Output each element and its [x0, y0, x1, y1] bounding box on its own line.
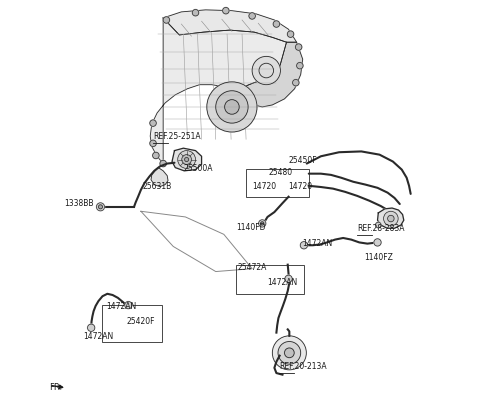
- Circle shape: [273, 22, 280, 28]
- Circle shape: [125, 302, 132, 309]
- Circle shape: [150, 121, 156, 127]
- Polygon shape: [151, 168, 168, 187]
- Circle shape: [388, 216, 394, 222]
- Text: 14720: 14720: [252, 182, 276, 190]
- Circle shape: [163, 18, 169, 24]
- Circle shape: [293, 80, 299, 87]
- Text: 25450F: 25450F: [288, 155, 317, 164]
- Bar: [246, 170, 309, 197]
- Text: 1338BB: 1338BB: [64, 199, 94, 208]
- Circle shape: [207, 83, 257, 133]
- Circle shape: [87, 324, 95, 332]
- Text: 1472AN: 1472AN: [267, 277, 297, 286]
- Text: 1140FZ: 1140FZ: [365, 252, 394, 261]
- Circle shape: [375, 222, 381, 228]
- Text: 25420F: 25420F: [127, 316, 155, 325]
- Circle shape: [216, 92, 248, 124]
- Circle shape: [252, 57, 280, 85]
- Circle shape: [261, 222, 264, 225]
- Circle shape: [153, 153, 159, 160]
- Circle shape: [288, 32, 294, 38]
- Polygon shape: [377, 209, 404, 229]
- Circle shape: [384, 212, 398, 226]
- Circle shape: [223, 9, 229, 15]
- Text: 1472AN: 1472AN: [83, 331, 113, 340]
- Text: REF.25-251A: REF.25-251A: [153, 132, 201, 141]
- Circle shape: [300, 242, 308, 249]
- Circle shape: [272, 336, 306, 370]
- Circle shape: [295, 45, 302, 51]
- Circle shape: [297, 63, 303, 70]
- Circle shape: [374, 239, 381, 247]
- Polygon shape: [150, 19, 287, 164]
- Circle shape: [225, 100, 239, 115]
- Bar: [236, 265, 304, 294]
- Circle shape: [259, 220, 266, 227]
- Text: 25631B: 25631B: [142, 182, 171, 190]
- Polygon shape: [172, 149, 202, 171]
- Circle shape: [96, 203, 105, 211]
- Text: 25500A: 25500A: [183, 163, 213, 172]
- Text: 1140FD: 1140FD: [236, 222, 265, 231]
- Text: 1472AN: 1472AN: [106, 301, 136, 310]
- Polygon shape: [244, 43, 303, 108]
- Circle shape: [285, 276, 292, 283]
- Polygon shape: [163, 11, 297, 43]
- Text: 14720: 14720: [288, 182, 312, 190]
- Text: REF.20-213A: REF.20-213A: [279, 361, 327, 370]
- Text: 25480: 25480: [268, 167, 292, 176]
- Text: FR.: FR.: [49, 382, 62, 391]
- Text: REF.28-283A: REF.28-283A: [357, 223, 405, 232]
- Text: 25472A: 25472A: [238, 262, 267, 271]
- Circle shape: [285, 348, 294, 358]
- Circle shape: [178, 151, 195, 169]
- Bar: [102, 306, 162, 342]
- Circle shape: [182, 155, 192, 165]
- Circle shape: [192, 11, 199, 17]
- Circle shape: [98, 205, 103, 209]
- Circle shape: [150, 141, 156, 147]
- Circle shape: [278, 342, 300, 364]
- Circle shape: [160, 161, 167, 167]
- Circle shape: [249, 13, 255, 20]
- Text: 1472AN: 1472AN: [303, 239, 333, 248]
- Circle shape: [185, 158, 189, 162]
